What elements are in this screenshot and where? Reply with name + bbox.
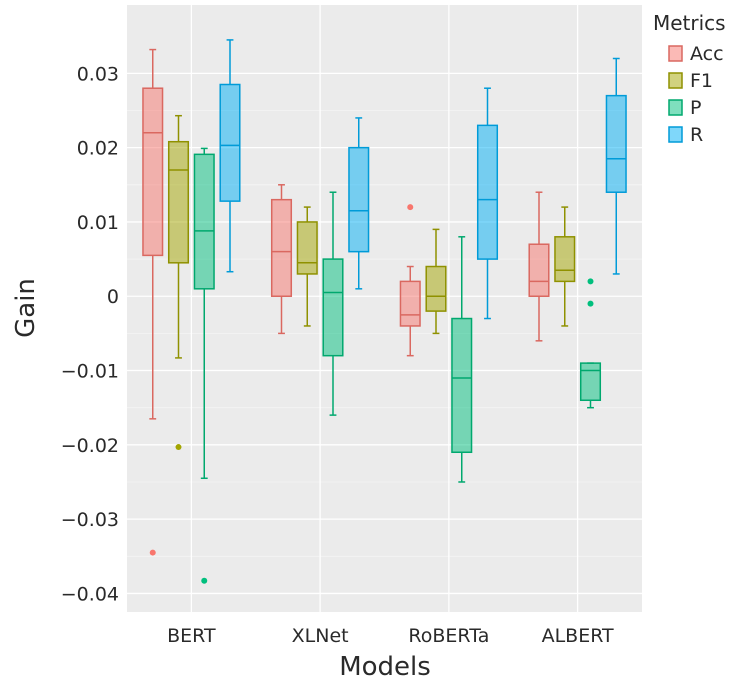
- box-p-bert: [193, 147, 215, 584]
- box-iqr: [425, 265, 447, 312]
- legend-swatch: [668, 99, 683, 116]
- series-f1: [167, 114, 576, 451]
- box-acc-roberta: [399, 204, 421, 357]
- outlier-point: [587, 278, 594, 285]
- y-tick-label: −0.04: [61, 583, 119, 605]
- box-iqr: [451, 317, 473, 454]
- box-p-roberta: [451, 236, 473, 483]
- x-tick-label: RoBERTa: [408, 625, 489, 647]
- box-acc-xlnet: [270, 184, 293, 335]
- box-iqr: [605, 94, 627, 193]
- box-f1-bert: [167, 114, 190, 451]
- box-iqr: [528, 243, 550, 297]
- outlier-point: [407, 204, 414, 211]
- box-acc-albert: [528, 191, 550, 342]
- series-r: [219, 39, 627, 320]
- y-tick-label: −0.01: [61, 361, 119, 383]
- legend-label: R: [690, 124, 703, 146]
- legend: Metrics Acc F1 PR: [653, 11, 726, 146]
- box-iqr: [322, 258, 344, 357]
- y-tick-label: −0.02: [61, 435, 119, 457]
- x-tick-label: XLNet: [292, 625, 349, 647]
- box-f1-albert: [554, 206, 576, 327]
- outlier-point: [201, 577, 208, 584]
- series-p: [193, 147, 602, 584]
- y-tick-label: 0.02: [77, 138, 119, 160]
- legend-label: Acc: [690, 43, 724, 65]
- outlier-point: [149, 549, 156, 556]
- box-iqr: [193, 153, 215, 290]
- box-r-bert: [219, 39, 241, 273]
- y-tick-label: 0.01: [77, 212, 119, 234]
- box-iqr: [554, 236, 576, 283]
- box-r-roberta: [476, 87, 499, 320]
- legend-item-r: R: [668, 124, 703, 146]
- box-iqr: [270, 198, 293, 297]
- box-iqr: [579, 362, 602, 402]
- plot-panel: [127, 5, 642, 612]
- legend-swatch: [668, 126, 683, 143]
- legend-title: Metrics: [653, 11, 726, 35]
- box-iqr: [219, 83, 241, 202]
- legend-label: P: [690, 97, 701, 119]
- box-r-xlnet: [348, 117, 370, 290]
- x-tick-label: BERT: [167, 625, 216, 647]
- legend-swatch: [668, 45, 683, 62]
- x-axis-title: Models: [339, 652, 431, 682]
- box-p-xlnet: [322, 191, 344, 416]
- box-acc-bert: [142, 48, 164, 556]
- box-f1-xlnet: [296, 206, 318, 327]
- legend-items: Acc F1 PR: [668, 43, 724, 146]
- legend-item-f1: F1: [668, 70, 713, 92]
- y-tick-label: −0.03: [61, 509, 119, 531]
- legend-label: F1: [690, 70, 713, 92]
- legend-swatch: [668, 72, 683, 89]
- outlier-point: [175, 444, 182, 451]
- box-iqr: [167, 140, 190, 264]
- boxes: [142, 39, 627, 584]
- box-iqr: [399, 280, 421, 327]
- y-tick-label: 0.03: [77, 63, 119, 85]
- box-r-albert: [605, 57, 627, 275]
- legend-item-acc: Acc: [668, 43, 724, 65]
- y-axis-title: Gain: [11, 278, 41, 338]
- y-axis-ticks: 0.03 0.02 0.01 0 −0.01 −0.02 −0.03 −0.04: [61, 63, 119, 605]
- box-iqr: [476, 124, 499, 260]
- x-tick-label: ALBERT: [542, 625, 614, 647]
- y-tick-label: 0: [107, 286, 119, 308]
- box-p-albert: [579, 278, 602, 409]
- box-iqr: [348, 146, 370, 253]
- x-axis-ticks: BERT XLNet RoBERTa ALBERT: [167, 625, 614, 647]
- series-acc: [142, 48, 550, 556]
- outlier-point: [587, 300, 594, 307]
- box-iqr: [296, 221, 318, 275]
- box-f1-roberta: [425, 228, 447, 335]
- box-iqr: [142, 87, 164, 257]
- legend-item-p: P: [668, 97, 701, 119]
